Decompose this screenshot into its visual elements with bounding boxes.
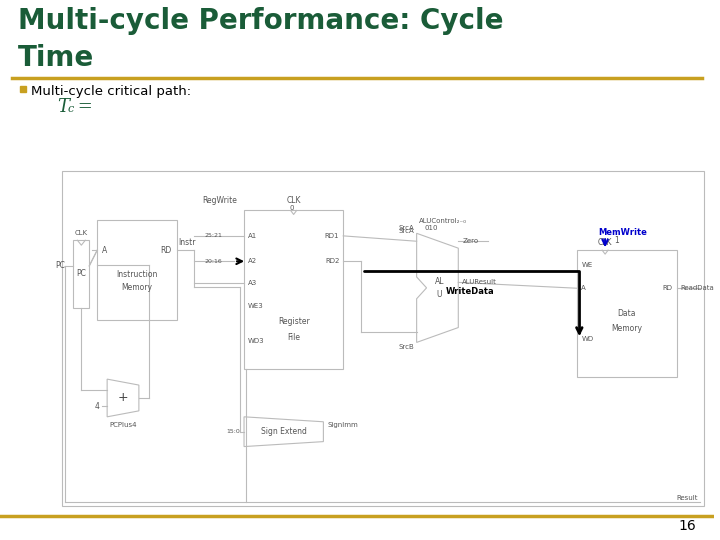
Text: T: T [58, 98, 70, 117]
Text: RD: RD [662, 285, 672, 291]
Polygon shape [107, 379, 139, 417]
Text: A: A [102, 246, 107, 255]
Text: Instr: Instr [179, 238, 196, 247]
Text: A3: A3 [248, 280, 257, 287]
Text: 15:0: 15:0 [226, 429, 240, 434]
Text: SrcA: SrcA [399, 225, 415, 231]
Text: Register: Register [278, 317, 310, 326]
Polygon shape [244, 417, 323, 447]
Text: ALUControl₂₋₀: ALUControl₂₋₀ [418, 218, 467, 225]
Text: A1: A1 [248, 233, 257, 239]
Text: SrcA: SrcA [399, 228, 415, 234]
Text: Data: Data [618, 309, 636, 318]
Text: 25:21: 25:21 [204, 233, 222, 238]
Text: WE3: WE3 [248, 303, 264, 309]
Bar [61, 171, 704, 506]
Text: A2: A2 [248, 258, 257, 264]
Text: A: A [581, 285, 586, 291]
Text: U: U [437, 290, 442, 299]
Text: WE: WE [581, 262, 593, 268]
Text: +: + [117, 392, 128, 404]
Text: Result: Result [677, 495, 698, 501]
Text: MemWrite: MemWrite [598, 228, 647, 237]
Bar [73, 240, 89, 308]
Text: Multi-cycle Performance: Cycle: Multi-cycle Performance: Cycle [18, 7, 503, 35]
Text: RegWrite: RegWrite [202, 196, 237, 205]
Text: c: c [68, 104, 73, 114]
Text: Multi-cycle critical path:: Multi-cycle critical path: [31, 85, 191, 98]
Text: 010: 010 [425, 225, 438, 231]
Bar [20, 86, 26, 92]
Text: Sign Extend: Sign Extend [261, 427, 307, 436]
Text: File: File [287, 333, 300, 342]
Text: CLK: CLK [598, 238, 613, 247]
Text: PCPlus4: PCPlus4 [109, 422, 137, 428]
Bar [577, 250, 677, 377]
Text: CLK: CLK [75, 230, 88, 237]
Text: 4: 4 [94, 402, 99, 411]
Text: ReadData: ReadData [680, 285, 714, 291]
Text: 0: 0 [289, 206, 294, 212]
Text: WD: WD [581, 336, 593, 342]
Text: WriteData: WriteData [446, 287, 495, 295]
Bar [97, 220, 176, 320]
Text: PC: PC [55, 261, 66, 271]
Text: Instruction: Instruction [116, 271, 158, 280]
Text: =: = [73, 98, 94, 117]
Text: 20:16: 20:16 [204, 259, 222, 264]
Text: Zero: Zero [462, 238, 478, 244]
Text: AL: AL [435, 277, 444, 286]
Text: CLK: CLK [287, 196, 301, 205]
Bar [244, 211, 343, 369]
Text: RD: RD [161, 246, 171, 255]
Text: PC: PC [76, 269, 86, 279]
Polygon shape [417, 233, 459, 342]
Text: 16: 16 [679, 519, 696, 533]
Text: Time: Time [18, 44, 94, 72]
Text: Memory: Memory [611, 325, 642, 333]
Text: 1: 1 [615, 236, 619, 245]
Text: SignImm: SignImm [328, 422, 358, 428]
Text: ALUResult: ALUResult [462, 279, 497, 286]
Text: RD1: RD1 [325, 233, 339, 239]
Text: RD2: RD2 [325, 258, 339, 264]
Text: Memory: Memory [122, 284, 153, 292]
Text: SrcB: SrcB [399, 345, 415, 350]
Text: WD3: WD3 [248, 338, 265, 343]
